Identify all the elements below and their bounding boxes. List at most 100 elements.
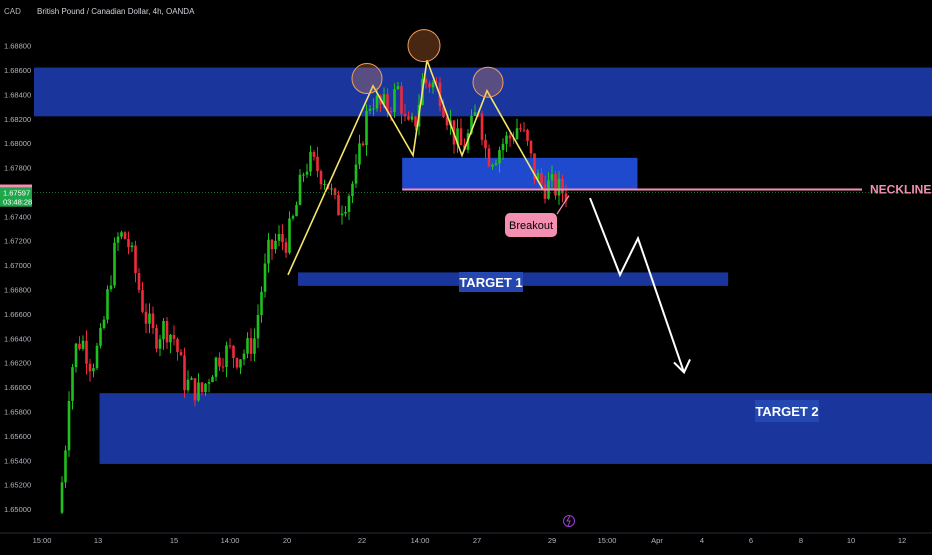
candle-body — [218, 357, 221, 367]
price-tick-label: 1.66000 — [4, 383, 31, 392]
candle-body — [428, 83, 431, 88]
candle-body — [113, 242, 116, 286]
candle — [92, 363, 95, 378]
candle-body — [382, 94, 386, 105]
candle — [428, 80, 431, 94]
lightning-icon — [566, 515, 571, 527]
candle — [172, 325, 176, 346]
candle — [277, 225, 281, 247]
candle — [221, 358, 225, 373]
candle — [424, 77, 428, 89]
candle-body — [494, 163, 498, 165]
candle-body — [74, 343, 78, 368]
candle — [484, 134, 487, 159]
candle-body — [414, 116, 417, 127]
candle-body — [102, 319, 106, 328]
candle-body — [354, 164, 358, 184]
candle — [309, 145, 312, 177]
candle — [88, 358, 92, 382]
candle — [361, 141, 365, 147]
candle — [340, 205, 344, 225]
price-tick-label: 1.68400 — [4, 90, 31, 99]
candle — [550, 165, 554, 191]
candle-body — [540, 172, 543, 185]
target1-box — [459, 272, 523, 292]
candle-body — [193, 378, 197, 401]
candle-body — [424, 79, 428, 84]
candle — [249, 328, 253, 362]
candle — [85, 330, 88, 375]
candle-body — [144, 311, 148, 324]
candle — [330, 183, 333, 195]
head-circle — [407, 29, 441, 63]
candle-body — [95, 345, 99, 369]
chart-title: British Pound / Canadian Dollar, 4h, OAN… — [37, 7, 195, 16]
price-tick-label: 1.65000 — [4, 505, 31, 514]
candle-body — [137, 273, 141, 291]
candle-body — [120, 232, 123, 237]
candle — [197, 373, 200, 403]
candle — [298, 169, 302, 206]
candle-body — [186, 379, 190, 391]
candle — [305, 163, 309, 178]
left-shoulder-circle — [351, 63, 383, 95]
event-icon — [563, 515, 575, 527]
candle-body — [435, 82, 438, 84]
candle-body — [228, 345, 232, 347]
breakout-label: Breakout — [509, 220, 553, 232]
candle-body — [225, 345, 228, 368]
candle — [256, 304, 260, 349]
candle-body — [270, 239, 274, 250]
candle — [410, 112, 414, 123]
candle — [123, 231, 127, 240]
price-tick-label: 1.67800 — [4, 164, 31, 173]
candle-body — [260, 291, 263, 316]
candle-body — [123, 232, 127, 240]
currency-label: CAD — [4, 7, 21, 16]
candle-body — [207, 382, 211, 384]
candle — [487, 144, 491, 168]
candle — [134, 240, 137, 283]
candle — [228, 338, 232, 349]
candle-body — [358, 143, 361, 165]
candle-body — [344, 211, 347, 214]
candle — [225, 341, 228, 378]
candle — [242, 349, 246, 366]
zone-1 — [402, 157, 638, 190]
candle — [162, 318, 165, 350]
candle-body — [204, 383, 207, 393]
candle — [204, 383, 207, 397]
candle — [95, 342, 99, 370]
candle — [267, 232, 270, 273]
breakout-box — [505, 213, 557, 237]
price-tick-label: 1.67400 — [4, 212, 31, 221]
candle-body — [445, 116, 449, 126]
candle-body — [165, 320, 169, 343]
candle — [564, 184, 568, 208]
candle — [246, 332, 249, 359]
candle — [536, 169, 540, 180]
candle — [459, 118, 463, 146]
candle — [284, 238, 288, 258]
zone-0 — [34, 67, 932, 117]
candle — [316, 146, 319, 178]
candle-body — [323, 184, 326, 186]
candle — [291, 214, 295, 221]
candle — [281, 224, 284, 251]
time-tick-label: 10 — [847, 536, 855, 545]
candle — [179, 349, 183, 356]
candle-body — [274, 240, 277, 250]
candle-body — [519, 128, 522, 130]
candle-body — [330, 188, 333, 190]
candle-body — [242, 353, 246, 360]
candle — [158, 334, 162, 357]
candle-body — [333, 188, 337, 195]
candle-body — [116, 236, 120, 243]
candle-body — [498, 150, 501, 164]
candle — [78, 336, 81, 351]
target2-label: TARGET 2 — [755, 404, 818, 419]
candle-body — [67, 400, 71, 451]
candle — [337, 190, 340, 216]
